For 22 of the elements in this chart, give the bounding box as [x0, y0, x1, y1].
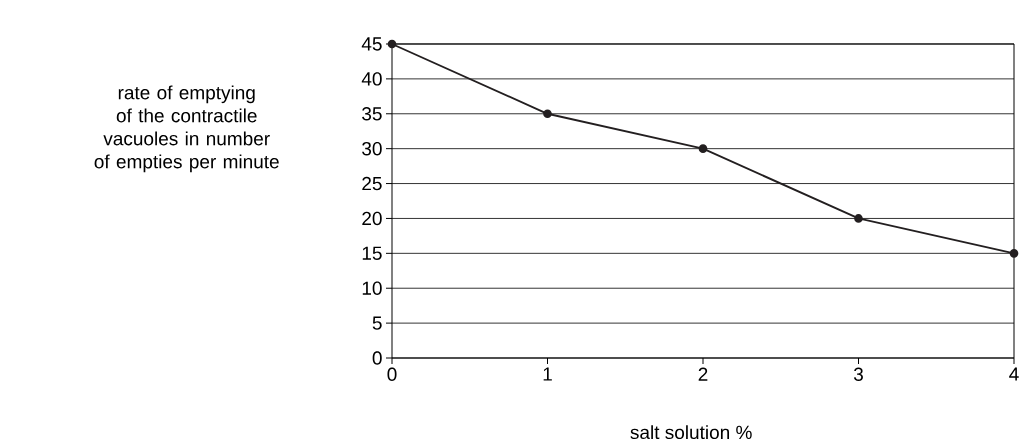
y-tick-label: 40 [361, 72, 382, 86]
point [698, 144, 708, 153]
y-tick-label: 10 [362, 281, 382, 295]
x-tick-label: 3 [853, 367, 863, 381]
x-tick-label: 4 [1009, 367, 1019, 381]
y-tick-label: 5 [372, 316, 382, 330]
x-tick-label: 0 [387, 367, 397, 381]
y-axis-title: rate of emptying of the contractile vacuoles in number of empties per minute [94, 85, 279, 173]
point [543, 109, 552, 119]
y-tick-label: 25 [362, 176, 382, 191]
point [854, 214, 863, 223]
x-axis-title: salt solution % [630, 425, 752, 440]
y-tick-label: 0 [372, 351, 382, 365]
y-tick-label: 45 [361, 37, 382, 51]
y-tick-label: 15 [362, 246, 382, 260]
y-tick-label: 35 [362, 107, 382, 121]
point [1009, 249, 1019, 258]
y-tick-label: 20 [362, 211, 382, 226]
x-tick-label: 1 [543, 367, 552, 381]
point [387, 39, 397, 49]
x-tick-label: 2 [698, 367, 708, 381]
y-tick-label: 30 [362, 141, 382, 156]
